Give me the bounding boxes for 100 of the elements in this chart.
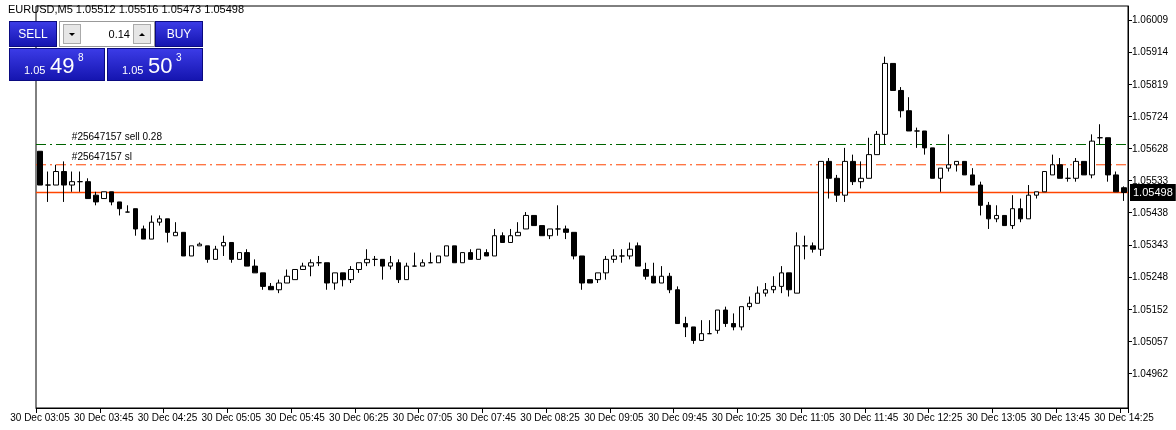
candlestick [531,214,537,227]
candlestick [571,231,577,260]
candlestick [133,208,138,237]
candlestick [755,285,760,304]
candlestick [842,147,848,203]
candlestick [125,204,130,213]
ref-line-label: 1.05498 [1133,186,1173,199]
candlestick [260,272,266,291]
candlestick [651,262,656,284]
candlestick [858,160,864,189]
candlestick [707,319,712,335]
y-tick-label: 1.05914 [1132,46,1169,58]
candlestick [731,312,736,331]
annotation: SELL [9,21,57,47]
candlestick [603,255,609,281]
candlestick [523,211,529,230]
quantity-field: 0.14 [59,21,155,47]
candlestick [635,241,641,267]
candlestick [938,167,943,193]
candlestick [372,255,378,267]
candlestick [221,235,226,257]
candlestick [739,306,744,331]
candlestick [786,272,792,298]
candlestick [970,167,975,186]
ref-line-label: #25647157 sell 0.28 [71,131,163,142]
candlestick [340,272,346,287]
annotation: BUY [155,21,203,47]
y-tick-label: 1.05628 [1132,143,1169,155]
candlestick [922,130,927,156]
candlestick [643,262,649,281]
candlestick [77,171,83,193]
candlestick [794,231,800,294]
candlestick [284,269,290,284]
candlestick [691,326,696,345]
candlestick [189,245,194,257]
candlestick [898,86,904,118]
y-tick-label: 1.06009 [1132,14,1169,26]
candlestick [715,309,720,335]
candlestick [667,272,672,294]
candlestick [308,258,314,277]
candlestick [675,285,680,325]
candlestick [587,279,593,284]
x-tick-label: 30 Dec 06:25 [329,411,389,423]
candlestick [986,201,991,230]
candlestick [779,265,784,294]
candlestick [1010,194,1015,230]
candlestick [994,204,999,223]
candlestick [460,252,465,264]
candlestick [205,245,210,264]
candlestick [683,316,688,338]
candlestick [699,319,704,341]
candlestick [747,296,752,311]
candlestick [364,248,370,267]
candlestick [723,306,728,328]
candlestick [882,56,888,145]
candlestick [579,255,585,291]
candlestick [954,160,959,173]
candlestick [452,245,457,264]
candlestick [978,181,983,216]
candlestick [165,218,170,243]
candlestick [276,279,282,294]
annotation: 0.14 [107,28,130,40]
candlestick [109,191,114,206]
candlestick [1097,123,1103,145]
candlestick [659,265,664,284]
candlestick [627,241,633,260]
candlestick [547,228,553,240]
candlestick [348,265,354,284]
candlestick [595,272,601,284]
x-tick-label: 30 Dec 04:25 [137,411,198,423]
candlestick [428,252,433,264]
candlestick [53,164,59,186]
x-tick-label: 30 Dec 07:05 [392,411,453,423]
candlestick [914,127,920,149]
candlestick [420,258,425,267]
x-tick-label: 30 Dec 14:25 [1094,411,1155,423]
y-tick-label: 1.05057 [1132,335,1169,347]
x-tick-label: 30 Dec 07:45 [456,411,517,423]
candlestick [1105,137,1111,183]
annotation: 3 [176,52,182,63]
candlestick [173,221,178,237]
candlestick [332,272,338,291]
candlestick [508,228,513,243]
candlestick [197,241,202,247]
candlestick [539,225,545,237]
candlestick [834,174,840,203]
candlestick [1018,198,1023,223]
x-tick-label: 30 Dec 12:25 [902,411,963,423]
annotation: 1.05 [24,64,46,76]
annotation: 50 [148,53,173,79]
candlestick [771,275,776,294]
candlestick [890,62,896,91]
candlestick [818,160,824,257]
candlestick [85,177,91,200]
candlestick [157,214,162,227]
y-tick-label: 1.05819 [1132,78,1169,90]
candlestick [563,225,569,240]
candlestick [356,262,362,274]
x-tick-label: 30 Dec 11:45 [839,411,899,423]
candlestick [149,214,154,240]
